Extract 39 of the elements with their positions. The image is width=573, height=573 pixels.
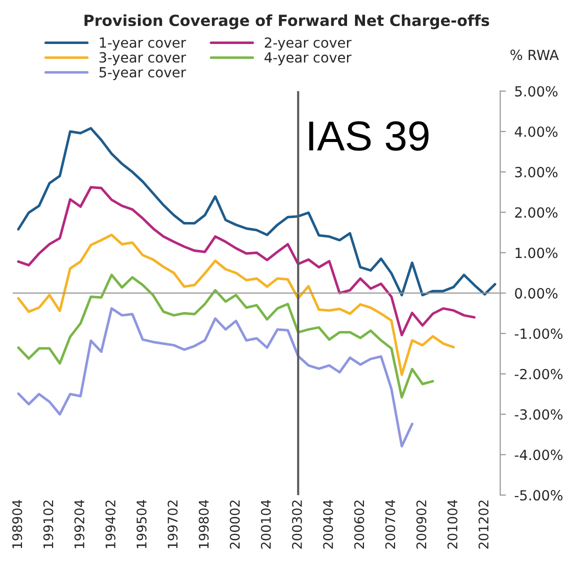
x-tick-label: 200302 <box>292 500 302 549</box>
y-tick-label: 4.00% <box>514 126 558 137</box>
x-tick-label: 200602 <box>354 500 364 549</box>
x-tick-label: 199804 <box>198 500 209 548</box>
y-tick-label: 5.00% <box>515 86 558 97</box>
y-tick-label: -1.00% <box>514 328 562 339</box>
y-tick-label: -5.00% <box>514 490 562 501</box>
line-series <box>17 234 455 376</box>
y-tick-label: 2.00% <box>515 207 558 218</box>
y-tick-label: -3.00% <box>514 409 562 420</box>
y-tick-label: 3.00% <box>515 166 558 178</box>
y-tick-label: -4.00% <box>514 450 562 460</box>
x-tick-label: 200404 <box>323 500 334 549</box>
annotation: IAS 39 <box>309 121 429 151</box>
y-tick-label: -2.00% <box>514 368 562 380</box>
x-tick-label: 199504 <box>136 500 147 548</box>
x-tick-label: 200704 <box>385 500 396 549</box>
x-tick-label: 201004 <box>447 500 458 549</box>
legend-label: 1-year cover <box>100 38 186 51</box>
y-tick-label: 1.00% <box>516 248 558 258</box>
line-series <box>17 186 476 336</box>
x-tick-label: 199702 <box>168 500 178 548</box>
x-tick-label: 200902 <box>416 500 426 549</box>
x-tick-label: 199204 <box>74 500 84 548</box>
y-tick-label: 0.00% <box>515 288 558 299</box>
x-tick-label: 201202 <box>478 500 489 549</box>
legend-label: 5-year cover <box>100 67 186 80</box>
line-series <box>17 307 414 448</box>
x-tick-label: 200104 <box>260 500 271 549</box>
line-series <box>17 274 434 399</box>
chart-title: Provision Coverage of Forward Net Charge-offs <box>84 14 490 30</box>
legend-label: 4-year cover <box>264 52 352 66</box>
legend-label: 3-year cover <box>100 52 186 66</box>
x-tick-label: 200002 <box>230 500 240 549</box>
x-tick-label: 198904 <box>12 500 22 548</box>
x-tick-label: 199102 <box>43 500 54 548</box>
y-axis-title: % RWA <box>510 50 559 60</box>
x-tick-label: 199402 <box>105 500 116 548</box>
legend-label: 2-year cover <box>264 37 352 51</box>
